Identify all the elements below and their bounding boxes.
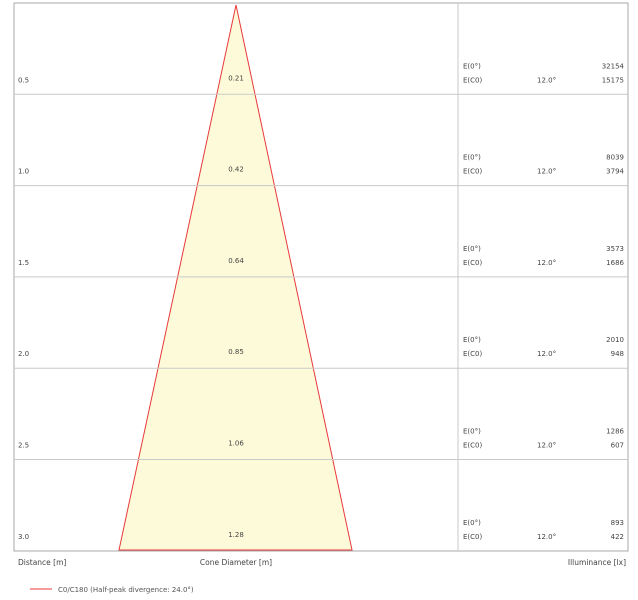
e0-label: E(0°) <box>463 519 481 527</box>
ec0-illuminance-value: 422 <box>611 533 624 541</box>
e0-label: E(0°) <box>463 245 481 253</box>
ec0-illuminance-value: 948 <box>611 350 624 358</box>
half-angle-value: 12.0° <box>537 76 556 84</box>
illuminance-axis-label: Illuminance [lx] <box>568 558 626 567</box>
cone-diameter-value: 0.42 <box>228 166 244 174</box>
e0-label: E(0°) <box>463 154 481 162</box>
e0-illuminance-value: 8039 <box>606 154 624 162</box>
distance-axis-label: Distance [m] <box>18 558 66 567</box>
e0-illuminance-value: 1286 <box>606 428 624 436</box>
ec0-label: E(C0) <box>463 259 482 267</box>
light-cone <box>118 4 353 551</box>
ec0-label: E(C0) <box>463 442 482 450</box>
half-angle-value: 12.0° <box>537 533 556 541</box>
e0-illuminance-value: 2010 <box>606 336 624 344</box>
e0-label: E(0°) <box>463 428 481 436</box>
distance-rows: 0.5 0.21 E(0°) E(C0) 12.0° 32154 15175 1.0 0.42 E… <box>14 62 628 541</box>
half-angle-value: 12.0° <box>537 259 556 267</box>
ec0-label: E(C0) <box>463 350 482 358</box>
ec0-illuminance-value: 15175 <box>602 76 624 84</box>
distance-value: 2.5 <box>18 442 29 450</box>
half-angle-value: 12.0° <box>537 350 556 358</box>
cone-diameter-value: 0.21 <box>228 74 244 82</box>
ec0-label: E(C0) <box>463 76 482 84</box>
cone-diameter-value: 1.28 <box>228 531 244 539</box>
ec0-illuminance-value: 607 <box>611 442 624 450</box>
ec0-label: E(C0) <box>463 168 482 176</box>
distance-value: 1.0 <box>18 168 29 176</box>
half-angle-value: 12.0° <box>537 442 556 450</box>
e0-illuminance-value: 893 <box>611 519 624 527</box>
distance-value: 2.0 <box>18 350 29 358</box>
e0-illuminance-value: 32154 <box>602 62 625 70</box>
cone-diameter-value: 0.64 <box>228 257 244 265</box>
e0-label: E(0°) <box>463 336 481 344</box>
cone-diameter-value: 1.06 <box>228 440 244 448</box>
cone-diameter-axis-label: Cone Diameter [m] <box>200 558 272 567</box>
legend-label: C0/C180 (Half-peak divergence: 24.0°) <box>58 586 194 594</box>
ec0-label: E(C0) <box>463 533 482 541</box>
ec0-illuminance-value: 1686 <box>606 259 624 267</box>
ec0-illuminance-value: 3794 <box>606 168 624 176</box>
distance-value: 1.5 <box>18 259 29 267</box>
e0-illuminance-value: 3573 <box>606 245 624 253</box>
half-angle-value: 12.0° <box>537 168 556 176</box>
e0-label: E(0°) <box>463 62 481 70</box>
distance-value: 3.0 <box>18 533 29 541</box>
cone-diameter-value: 0.85 <box>228 348 244 356</box>
distance-value: 0.5 <box>18 76 29 84</box>
